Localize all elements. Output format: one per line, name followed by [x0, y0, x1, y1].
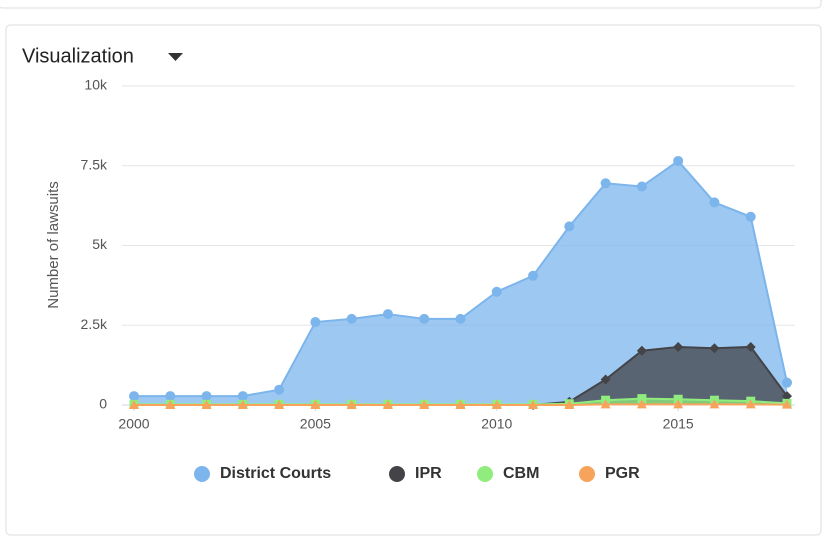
point: [310, 400, 321, 409]
point: [709, 399, 720, 409]
y-axis-label: Number of lawsuits: [45, 181, 62, 309]
legend-symbol: [389, 466, 405, 482]
point: [636, 181, 647, 192]
x-tick-label: 2000: [118, 416, 149, 432]
point: [782, 391, 792, 402]
point: [165, 391, 176, 402]
y-tick-label: 2.5k: [81, 316, 108, 332]
point: [564, 221, 575, 232]
point: [673, 399, 684, 409]
point: [455, 313, 466, 324]
legend-label: IPR: [415, 465, 442, 482]
point: [745, 211, 756, 222]
legend-label: District Courts: [220, 465, 331, 482]
y-tick-label: 0: [99, 396, 107, 412]
legend-symbol: [579, 466, 595, 482]
area: [533, 346, 787, 405]
point: [491, 400, 502, 409]
y-tick-label: 5k: [92, 236, 108, 252]
legend-label: CBM: [503, 465, 539, 482]
point: [129, 391, 139, 402]
point: [201, 391, 212, 402]
point: [637, 394, 647, 404]
plot: 0 2.5k 5k 7.5k 10k 2000 2005 2010 2015: [81, 77, 795, 432]
point: [165, 400, 176, 409]
dropdown-toggle[interactable]: [168, 53, 183, 61]
card-above: [0, 0, 822, 9]
point: [201, 400, 212, 409]
x-tick-label: 2010: [481, 416, 512, 432]
point: [782, 377, 792, 388]
point: [274, 400, 285, 409]
legend-symbol: [477, 466, 493, 482]
point: [419, 313, 430, 324]
point: [382, 309, 393, 320]
y-tick-label: 7.5k: [81, 156, 108, 172]
point: [382, 400, 393, 409]
point: [600, 178, 611, 189]
point: [346, 400, 357, 409]
point: [419, 400, 430, 409]
area: [134, 160, 787, 405]
point: [709, 343, 720, 354]
legend-item[interactable]: PGR: [579, 465, 640, 482]
legend-label: PGR: [605, 465, 640, 482]
point: [310, 317, 321, 328]
point: [600, 399, 611, 409]
point: [636, 345, 647, 356]
point: [673, 155, 684, 166]
point: [745, 399, 756, 409]
point: [636, 399, 647, 409]
point: [237, 391, 248, 402]
legend-symbol: [194, 466, 210, 482]
point: [455, 400, 466, 409]
point: [237, 400, 248, 409]
point: [528, 400, 539, 409]
point: [129, 400, 139, 409]
x-tick-label: 2015: [663, 416, 694, 432]
legend: District Courts IPR CBM PGR: [194, 465, 640, 482]
x-tick-label: 2005: [300, 416, 331, 432]
point: [782, 399, 792, 409]
legend-item[interactable]: District Courts: [194, 465, 331, 482]
point: [528, 270, 539, 281]
point: [274, 384, 285, 395]
y-tick-label: 10k: [84, 77, 108, 93]
point: [673, 341, 684, 352]
point: [673, 394, 683, 404]
legend-item[interactable]: IPR: [389, 465, 442, 482]
point: [745, 341, 756, 352]
line: [532, 345, 788, 406]
point: [564, 400, 575, 409]
point: [709, 197, 720, 208]
point: [491, 286, 502, 297]
point: [600, 374, 611, 385]
legend-item[interactable]: CBM: [477, 465, 539, 482]
card-title: Visualization: [22, 45, 134, 67]
point: [346, 313, 357, 324]
